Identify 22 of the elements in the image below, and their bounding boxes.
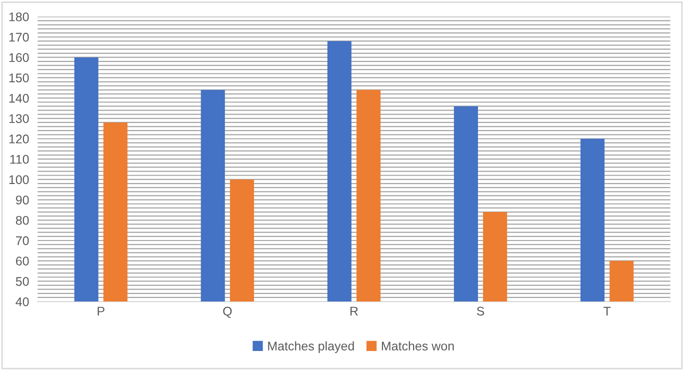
y-tick-label: 160 xyxy=(9,53,29,62)
legend-label: Matches won xyxy=(382,341,454,350)
x-tick-label: R xyxy=(350,306,358,316)
y-tick-label: 80 xyxy=(16,216,29,225)
y-tick-label: 40 xyxy=(16,297,29,306)
y-tick-label: 170 xyxy=(9,32,29,42)
y-tick-label: 100 xyxy=(9,175,29,184)
y-tick-label: 150 xyxy=(9,74,29,82)
x-tick-label: Q xyxy=(223,306,232,318)
x-tick-label: P xyxy=(98,306,104,316)
y-tick-label: 180 xyxy=(9,12,29,22)
legend-label: Matches played xyxy=(268,341,354,353)
y-tick-label: 50 xyxy=(16,277,29,286)
y-tick-label: 130 xyxy=(9,114,29,124)
y-tick-label: 110 xyxy=(10,154,29,164)
y-tick-label: 70 xyxy=(16,236,29,246)
y-tick-label: 60 xyxy=(16,256,29,266)
x-tick-label: S xyxy=(476,306,484,316)
y-tick-label: 120 xyxy=(9,134,29,144)
y-tick-label: 90 xyxy=(16,196,29,204)
y-tick-label: 140 xyxy=(9,94,29,103)
x-tick-label: T xyxy=(604,306,611,316)
